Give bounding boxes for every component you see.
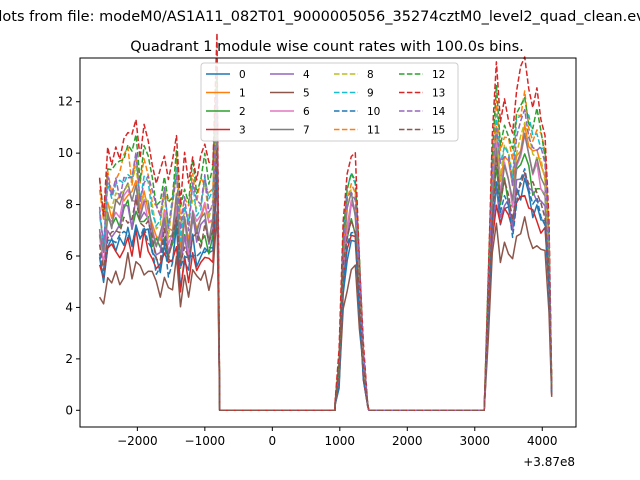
y-tick-label: 10 xyxy=(58,146,73,160)
x-tick-label: 3000 xyxy=(460,434,491,448)
x-tick-label: 0 xyxy=(269,434,277,448)
y-axis: 0 2 4 6 8 10 12 xyxy=(58,95,80,417)
y-tick-label: 6 xyxy=(65,249,73,263)
legend-label-2: 2 xyxy=(239,106,246,118)
y-tick-label: 8 xyxy=(65,198,73,212)
x-offset-text: +3.87e8 xyxy=(523,455,575,469)
legend-label-0: 0 xyxy=(239,69,246,81)
y-tick-label: 0 xyxy=(65,403,73,417)
axes-frame xyxy=(79,57,577,428)
legend-label-12: 12 xyxy=(432,69,445,81)
chart-title: Quadrant 1 module wise count rates with … xyxy=(130,39,524,55)
x-axis: −2000 −1000 0 1000 2000 3000 4000 xyxy=(117,427,558,448)
legend-label-8: 8 xyxy=(367,69,374,81)
legend-label-13: 13 xyxy=(432,88,445,100)
legend-label-11: 11 xyxy=(367,125,380,137)
plot-area xyxy=(98,32,553,412)
legend-label-3: 3 xyxy=(239,125,246,137)
legend-label-15: 15 xyxy=(432,125,445,137)
legend-box xyxy=(200,62,459,142)
x-tick-label: −2000 xyxy=(117,434,158,448)
legend-label-9: 9 xyxy=(367,88,374,100)
legend-label-6: 6 xyxy=(303,106,310,118)
series-line-3 xyxy=(98,169,553,412)
legend-label-5: 5 xyxy=(303,88,310,100)
y-tick-label: 12 xyxy=(58,95,73,109)
legend-label-14: 14 xyxy=(432,106,446,118)
series-line-4 xyxy=(98,141,553,412)
series-line-15 xyxy=(98,148,553,412)
legend-label-10: 10 xyxy=(367,106,380,118)
legend-label-7: 7 xyxy=(303,125,310,137)
figure-suptitle: Plots from file: modeM0/AS1A11_082T01_90… xyxy=(0,9,640,25)
x-tick-label: 4000 xyxy=(527,434,558,448)
x-tick-label: 2000 xyxy=(392,434,423,448)
legend-label-4: 4 xyxy=(303,69,310,81)
x-tick-label: −1000 xyxy=(185,434,226,448)
x-tick-label: 1000 xyxy=(325,434,356,448)
series-line-2 xyxy=(98,138,553,412)
legend-label-1: 1 xyxy=(239,88,246,100)
y-tick-label: 4 xyxy=(65,300,73,314)
series-line-10 xyxy=(98,167,553,412)
y-tick-label: 2 xyxy=(65,352,73,366)
